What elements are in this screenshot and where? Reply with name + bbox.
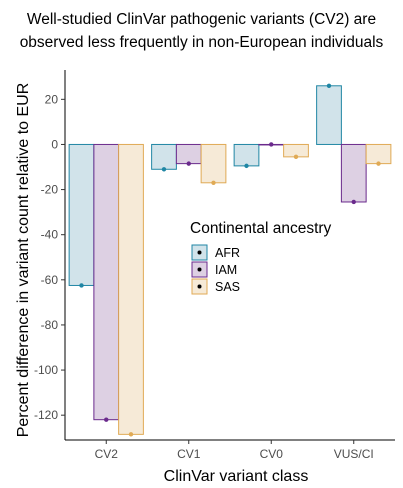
legend-label-iam: IAM [215, 263, 237, 277]
point-iam-cv1 [186, 161, 191, 166]
bar-afr-cv2 [68, 143, 95, 286]
x-tick-label: VUS/CI [334, 447, 374, 461]
bar-iam-cv2 [93, 143, 120, 421]
point-sas-vus-ci [376, 161, 381, 166]
bar-sas-vus-ci [365, 143, 392, 165]
y-tick-label: -20 [41, 183, 59, 197]
bar-sas-cv2 [118, 143, 144, 435]
legend-key-point [197, 250, 202, 255]
axes-layer: 20 0 -20 -40 -60 -80 -100 -120 CV2 CV1 CV0 VUS/CI [34, 70, 395, 461]
bars-layer [68, 83, 392, 437]
point-afr-cv1 [161, 167, 167, 172]
bar-sas-cv1 [200, 143, 227, 184]
bar-afr-cv0 [233, 143, 260, 167]
y-tick-label: -80 [41, 318, 59, 332]
point-sas-cv1 [211, 180, 216, 185]
x-tick-label: CV0 [260, 447, 284, 461]
legend-label-sas: SAS [215, 280, 240, 294]
chart-title-line-1: Well-studied ClinVar pathogenic variants… [26, 11, 377, 28]
legend-key-point [197, 267, 202, 272]
point-iam-cv2 [104, 417, 109, 422]
y-tick-label: -100 [34, 363, 58, 377]
x-axis-title: ClinVar variant class [164, 468, 309, 485]
bar-iam-vus-ci [340, 143, 367, 203]
chart-title-line-2: observed less frequently in non-European… [19, 34, 384, 51]
point-iam-vus-ci [351, 199, 356, 205]
x-tick-label: CV1 [177, 447, 201, 461]
y-tick-label: 20 [45, 92, 59, 106]
bar-afr-cv1 [151, 143, 177, 170]
legend: Continental ancestry AFR IAM SAS [190, 220, 332, 295]
point-afr-vus-ci [326, 83, 332, 88]
point-sas-cv2 [128, 432, 134, 437]
y-tick-label: -120 [34, 408, 58, 422]
bar-afr-vus-ci [316, 85, 342, 145]
legend-label-afr: AFR [215, 246, 240, 260]
point-afr-cv0 [244, 163, 249, 169]
legend-key-point [197, 284, 202, 289]
y-tick-label: 0 [51, 137, 58, 151]
chart-title: Well-studied ClinVar pathogenic variants… [0, 8, 403, 54]
legend-title: Continental ancestry [190, 220, 332, 237]
bar-iam-cv1 [175, 143, 202, 165]
point-afr-cv2 [79, 283, 84, 288]
y-tick-label: -60 [41, 273, 59, 287]
point-sas-cv0 [293, 154, 299, 160]
point-iam-cv0 [269, 142, 274, 147]
x-tick-label: CV2 [95, 447, 119, 461]
y-tick-label: -40 [41, 228, 59, 242]
y-axis-title: Percent difference in variant count rela… [15, 83, 32, 438]
